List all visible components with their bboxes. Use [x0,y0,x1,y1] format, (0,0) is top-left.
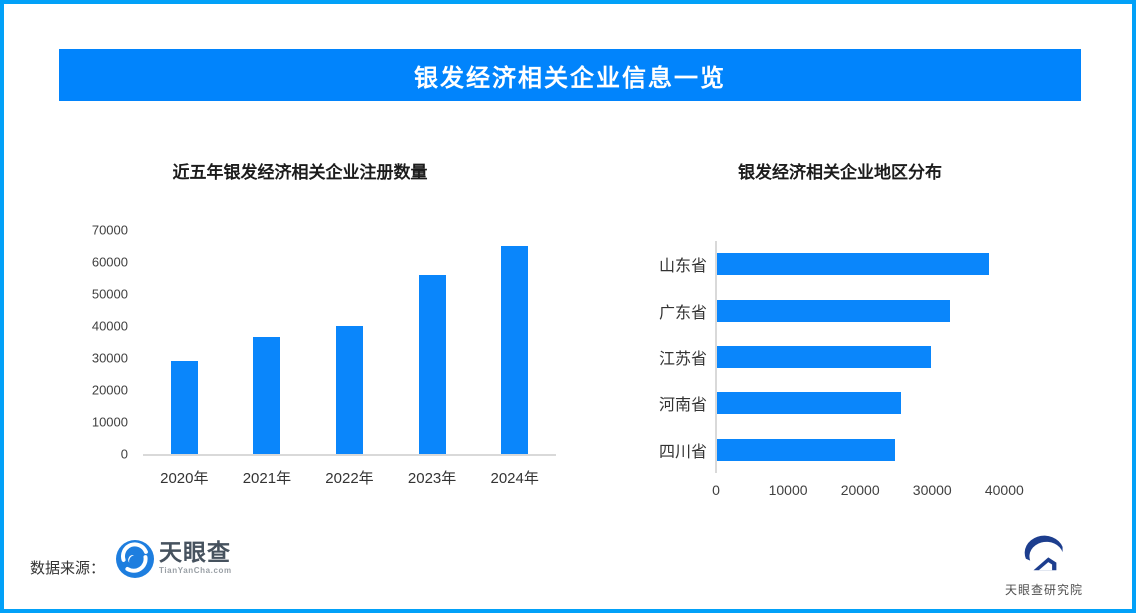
regions-x-axis: 0 10000 20000 30000 40000 [712,482,1062,501]
y-tick-label: 50000 [91,286,128,302]
tianyancha-swirl-icon [116,540,154,583]
region-label: 四川省 [658,443,707,461]
tianyancha-logo-text: 天眼查 [159,539,231,565]
registrations-bar-2021年 [253,337,281,454]
registrations-y-axis: 0 10000 20000 30000 40000 50000 60000 70000 [85,224,128,461]
y-tick-label: 30000 [91,350,128,366]
x-axis-label: 2021年 [242,470,292,487]
regions-bar-江苏省 [717,346,932,369]
regions-bar-山东省 [717,253,989,276]
region-label: 山东省 [658,258,707,276]
regions-plot [715,241,1063,473]
tianyancha-logo: 天眼查 TianYanCha.com [116,539,232,583]
registrations-plot [143,230,556,456]
research-institute-logo: 天眼查研究院 [999,534,1089,598]
bar-slot [143,230,226,454]
x-axis-label: 2022年 [325,470,374,487]
page-title: 银发经济相关企业信息一览 [414,64,726,92]
bar-row [717,427,1063,473]
bar-slot [226,230,309,454]
bar-slot [391,230,474,454]
bar-row [717,380,1063,426]
y-tick-label: 60000 [91,254,128,270]
research-institute-label: 天眼查研究院 [1004,583,1083,597]
registrations-bar-2022年 [335,326,363,454]
regions-bar-四川省 [717,438,896,461]
x-axis-label: 2023年 [407,470,457,487]
bar-slot [308,230,391,454]
tianyancha-logo-url: TianYanCha.com [159,566,232,576]
registrations-bar-2023年 [418,274,446,454]
y-tick-label: 70000 [91,222,128,238]
x-tick-label: 0 [712,482,720,498]
y-tick-label: 20000 [91,382,128,398]
bar-row [717,241,1063,287]
region-label: 广东省 [658,304,707,322]
title-banner: 银发经济相关企业信息一览 [59,49,1081,101]
x-tick-label: 20000 [840,482,880,498]
region-label: 河南省 [658,397,707,415]
x-tick-label: 10000 [768,482,808,498]
y-tick-label: 40000 [91,318,128,334]
data-source-label: 数据来源： [30,560,106,577]
registrations-bar-2020年 [170,361,198,454]
registrations-x-axis: 2020年 2021年 2022年 2023年 2024年 [143,467,556,488]
regions-bar-广东省 [717,299,950,322]
x-axis-label: 2024年 [490,470,539,487]
bar-slot [473,230,556,454]
y-tick-label: 10000 [91,414,128,430]
x-tick-label: 40000 [984,482,1024,498]
y-tick-label: 0 [120,446,128,462]
registrations-chart-title: 近五年银发经济相关企业注册数量 [172,163,428,182]
bar-row [717,287,1063,333]
x-axis-label: 2020年 [160,470,209,487]
x-tick-label: 30000 [912,482,952,498]
regions-chart-title: 银发经济相关企业地区分布 [738,163,942,182]
research-institute-icon [1023,535,1065,578]
registrations-bar-2024年 [501,246,529,454]
bar-row [717,334,1063,380]
regions-category-labels: 山东省广东省江苏省河南省四川省 [640,241,707,473]
region-label: 江苏省 [658,351,707,369]
regions-bar-河南省 [717,392,901,415]
